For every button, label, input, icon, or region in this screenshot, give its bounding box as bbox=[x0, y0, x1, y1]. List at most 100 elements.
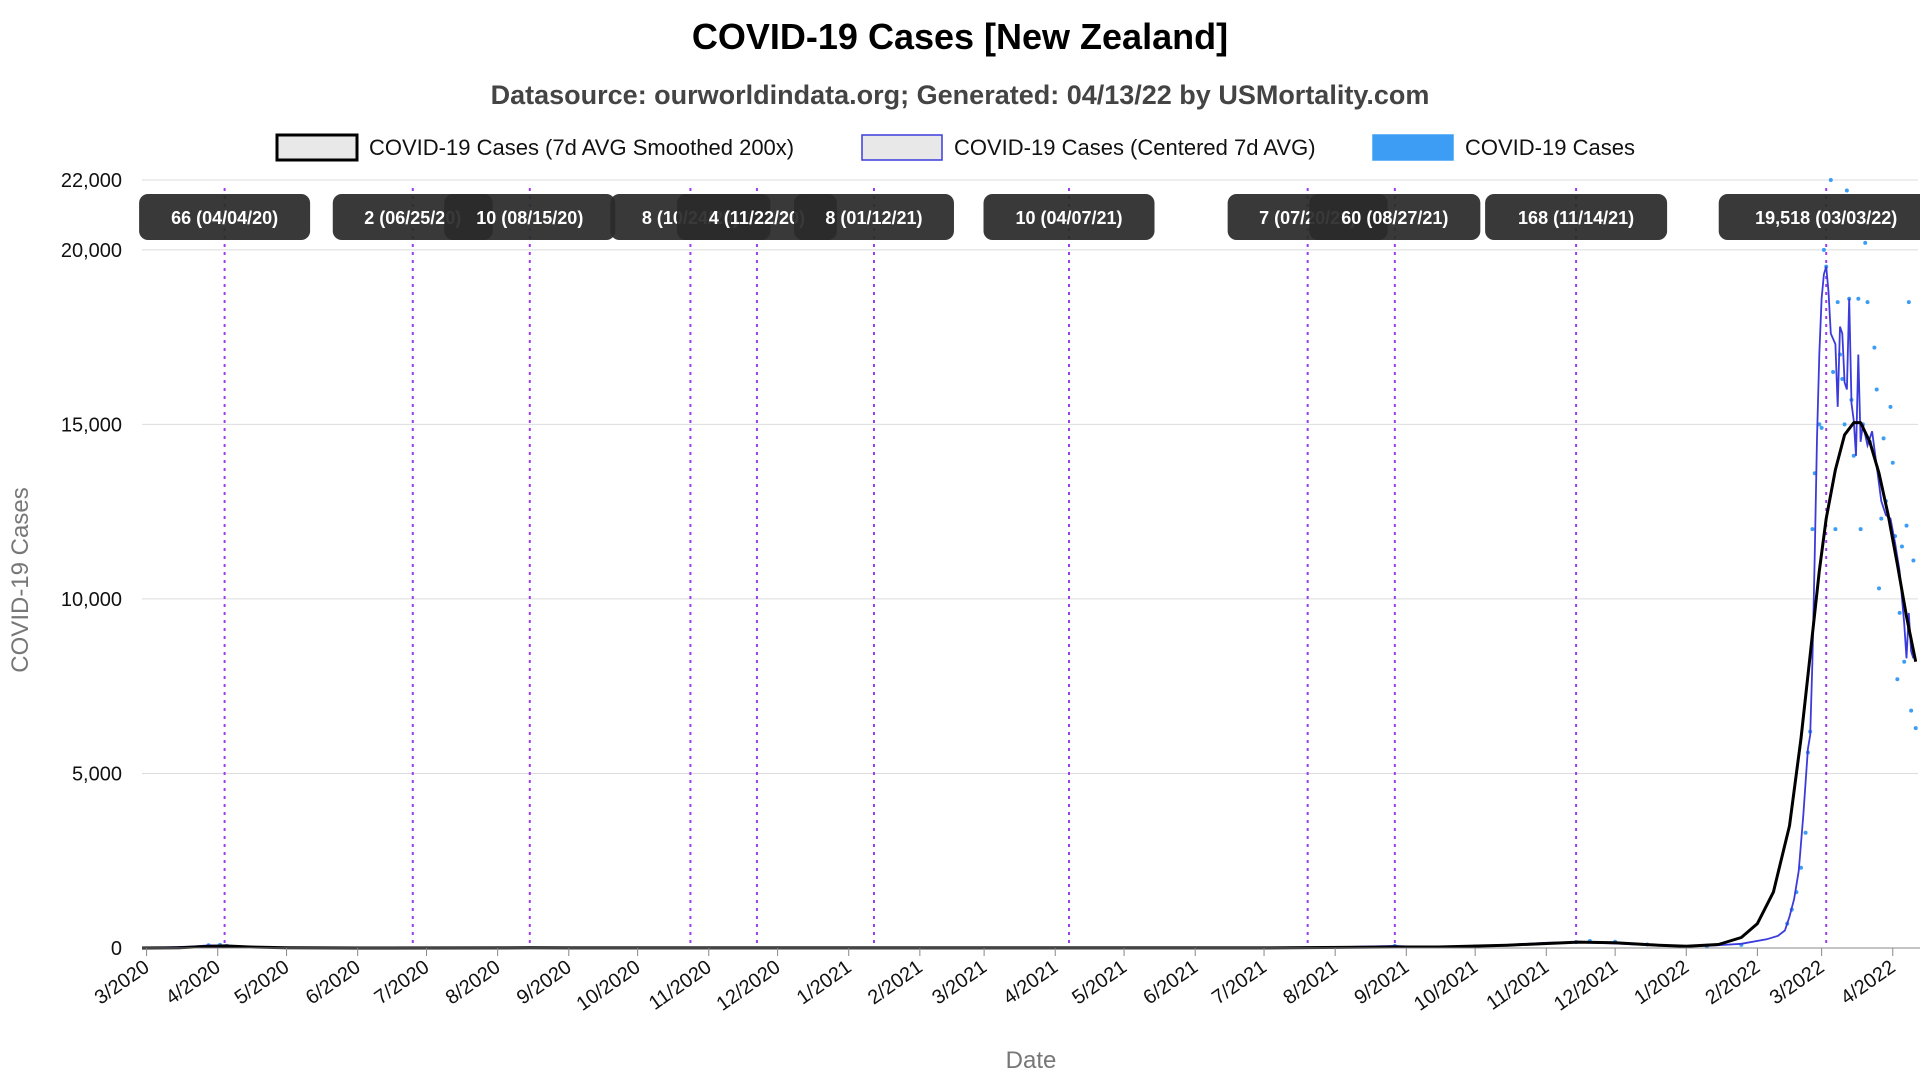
annotation-box bbox=[444, 194, 616, 240]
y-tick-label: 22,000 bbox=[61, 170, 122, 192]
chart-title: COVID-19 Cases [New Zealand] bbox=[691, 16, 1229, 57]
y-tick-label: 20,000 bbox=[61, 240, 122, 262]
x-tick-label: 7/2020 bbox=[371, 956, 434, 1009]
annotation-box bbox=[1309, 194, 1481, 240]
annotation-text: 19,518 (03/03/22) bbox=[1755, 208, 1897, 228]
x-tick-label: 4/2021 bbox=[999, 956, 1062, 1009]
data-point bbox=[1821, 247, 1826, 252]
annotation-text: 8 (01/12/21) bbox=[825, 208, 922, 228]
legend-label: COVID-19 Cases (7d AVG Smoothed 200x) bbox=[369, 135, 794, 160]
annotation-label: 10 (04/07/21) bbox=[983, 194, 1155, 240]
data-point bbox=[1909, 708, 1914, 713]
x-tick-label: 9/2020 bbox=[513, 956, 576, 1009]
series-line-smoothed-avg bbox=[141, 421, 1918, 950]
annotation-label: 19,518 (03/03/22) bbox=[1718, 194, 1920, 240]
annotation-label: 168 (11/14/21) bbox=[1485, 194, 1668, 240]
data-point bbox=[1897, 610, 1902, 615]
x-tick-label: 5/2021 bbox=[1068, 956, 1131, 1009]
annotation-box bbox=[139, 194, 311, 240]
series-line-centered-avg bbox=[141, 266, 1915, 949]
x-tick-label: 4/2020 bbox=[162, 956, 225, 1009]
data-point bbox=[1842, 422, 1847, 427]
data-point bbox=[1863, 240, 1868, 245]
data-point bbox=[1904, 523, 1909, 528]
data-point bbox=[1803, 830, 1808, 835]
legend: COVID-19 Cases (7d AVG Smoothed 200x) COV… bbox=[275, 133, 1635, 162]
data-point bbox=[1856, 296, 1861, 301]
legend-swatch bbox=[275, 133, 359, 162]
series-layer bbox=[141, 178, 1918, 950]
chart-subtitle: Datasource: ourworldindata.org; Generate… bbox=[490, 80, 1430, 110]
gridlines bbox=[142, 179, 1918, 774]
x-tick-label: 2/2022 bbox=[1702, 956, 1765, 1009]
y-tick-label: 5,000 bbox=[72, 763, 122, 785]
x-tick-label: 4/2022 bbox=[1837, 956, 1900, 1009]
annotation-label: 8 (01/12/21) bbox=[793, 194, 954, 240]
data-point bbox=[1817, 422, 1822, 427]
annotation-text: 168 (11/14/21) bbox=[1518, 208, 1634, 228]
annotation-text: 4 (11/22/20) bbox=[709, 208, 805, 228]
data-point bbox=[1911, 558, 1916, 563]
x-tick-label: 9/2021 bbox=[1350, 956, 1413, 1009]
legend-swatch bbox=[861, 134, 943, 161]
data-point bbox=[1874, 387, 1879, 392]
x-tick-label: 10/2020 bbox=[573, 956, 645, 1015]
x-axis-label: Date bbox=[1006, 1047, 1057, 1074]
data-point bbox=[1913, 726, 1918, 731]
x-tick-label: 8/2020 bbox=[442, 956, 505, 1009]
annotation-text: 60 (08/27/21) bbox=[1341, 208, 1448, 228]
x-tick-label: 8/2021 bbox=[1279, 956, 1342, 1009]
annotation-box bbox=[983, 194, 1155, 240]
data-point bbox=[1865, 300, 1870, 305]
y-tick-label: 10,000 bbox=[61, 589, 122, 611]
data-point bbox=[1851, 453, 1856, 458]
legend-swatch bbox=[1372, 134, 1454, 161]
data-point bbox=[1819, 425, 1824, 430]
data-point bbox=[1902, 659, 1907, 664]
data-point bbox=[1840, 376, 1845, 381]
data-point bbox=[1906, 300, 1911, 305]
legend-item: COVID-19 Cases (7d AVG Smoothed 200x) bbox=[275, 133, 794, 162]
series-daily-cases bbox=[206, 178, 1918, 949]
data-point bbox=[1899, 544, 1904, 549]
y-axis-label: COVID-19 Cases bbox=[7, 487, 34, 672]
data-point bbox=[1890, 460, 1895, 465]
data-point bbox=[1844, 188, 1849, 193]
legend-label: COVID-19 Cases bbox=[1465, 135, 1635, 160]
data-point bbox=[1798, 865, 1803, 870]
data-point bbox=[1858, 527, 1863, 532]
y-tick-label: 0 bbox=[111, 938, 122, 960]
annotation-lines bbox=[223, 188, 1828, 948]
legend-label: COVID-19 Cases (Centered 7d AVG) bbox=[954, 135, 1316, 160]
data-point bbox=[1879, 516, 1884, 521]
x-tick-label: 2/2021 bbox=[864, 956, 927, 1009]
x-tick-label: 3/2020 bbox=[91, 956, 154, 1009]
data-point bbox=[1872, 345, 1877, 350]
annotation-label: 10 (08/15/20) bbox=[444, 194, 616, 240]
x-tick-label: 12/2021 bbox=[1550, 956, 1622, 1015]
annotation-text: 10 (04/07/21) bbox=[1015, 208, 1122, 228]
data-point bbox=[1895, 677, 1900, 682]
data-point bbox=[1876, 586, 1881, 591]
legend-item: COVID-19 Cases (Centered 7d AVG) bbox=[861, 134, 1316, 161]
annotation-text: 10 (08/15/20) bbox=[476, 208, 583, 228]
annotation-box bbox=[793, 194, 954, 240]
x-tick-label: 5/2020 bbox=[231, 956, 294, 1009]
data-point bbox=[1888, 404, 1893, 409]
x-tick-label: 3/2021 bbox=[928, 956, 991, 1009]
annotation-label: 66 (04/04/20) bbox=[139, 194, 311, 240]
data-point bbox=[1831, 370, 1836, 374]
data-point bbox=[1835, 300, 1840, 305]
annotation-labels: 66 (04/04/20) 2 (06/25/20) 10 (08/15/20) 8 … bbox=[139, 194, 1920, 240]
x-tick-label: 12/2020 bbox=[713, 956, 785, 1015]
x-tick-label: 1/2022 bbox=[1630, 956, 1693, 1009]
legend-item: COVID-19 Cases bbox=[1372, 134, 1635, 161]
y-tick-label: 15,000 bbox=[61, 414, 122, 436]
annotation-box bbox=[1718, 194, 1920, 240]
x-tick-label: 6/2021 bbox=[1139, 956, 1202, 1009]
x-tick-label: 7/2021 bbox=[1208, 956, 1271, 1009]
annotation-text: 66 (04/04/20) bbox=[171, 208, 278, 228]
x-tick-label: 10/2021 bbox=[1410, 956, 1482, 1015]
